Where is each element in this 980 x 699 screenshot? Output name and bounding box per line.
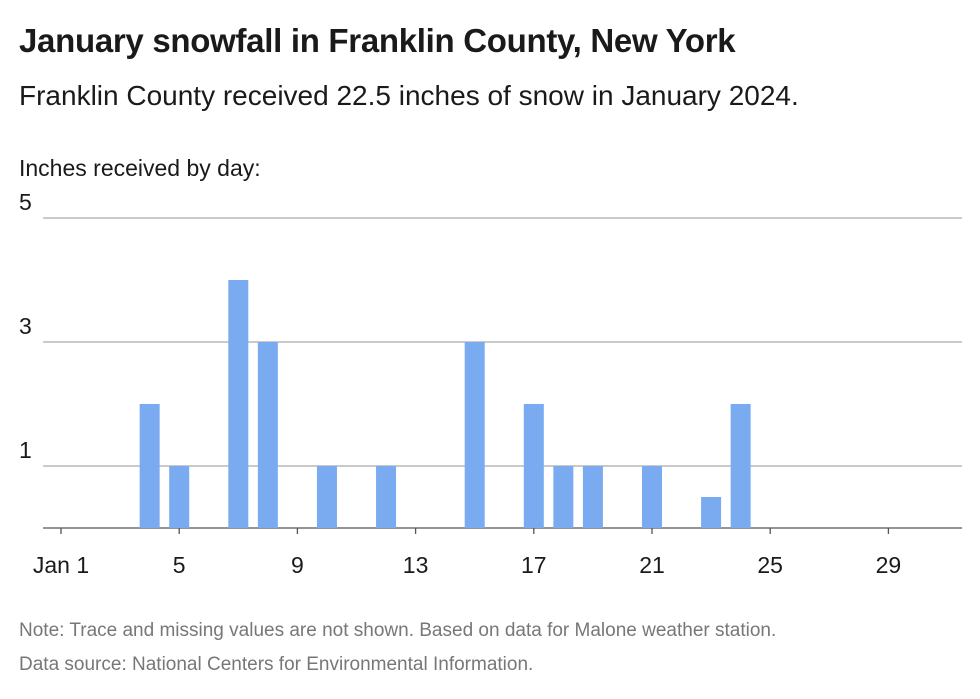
bar [582,466,603,528]
x-tick-label: Jan 1 [33,552,89,578]
y-tick-label: 5 [19,189,32,215]
bar [523,404,544,528]
bar [376,466,397,528]
bar [642,466,662,528]
x-tick-label: 17 [521,552,547,578]
bar [257,342,278,528]
y-axis-label: Inches received by day: [19,155,261,181]
bar [464,342,485,528]
data-source: Data source: National Centers for Enviro… [19,654,534,675]
bar-chart: 135 Jan 1 5 9 13 17 21 25 29 [19,189,962,578]
bar [169,466,190,528]
bar [553,466,574,528]
x-tick-label: 21 [639,552,665,578]
chart-subtitle: Franklin County received 22.5 inches of … [19,80,799,111]
bar [228,280,249,528]
x-tick-label: 5 [173,552,186,578]
x-tick-label: 9 [291,552,304,578]
chart-title: January snowfall in Franklin County, New… [19,22,736,59]
bar [139,404,160,528]
x-tick-label: 29 [876,552,902,578]
footnote: Note: Trace and missing values are not s… [19,620,777,641]
bar [701,497,722,528]
x-tick-label: 13 [403,552,429,578]
x-tick-label: 25 [757,552,783,578]
bar [730,404,751,528]
bar [316,466,337,528]
y-tick-label: 1 [19,437,32,463]
y-tick-label: 3 [19,313,32,339]
